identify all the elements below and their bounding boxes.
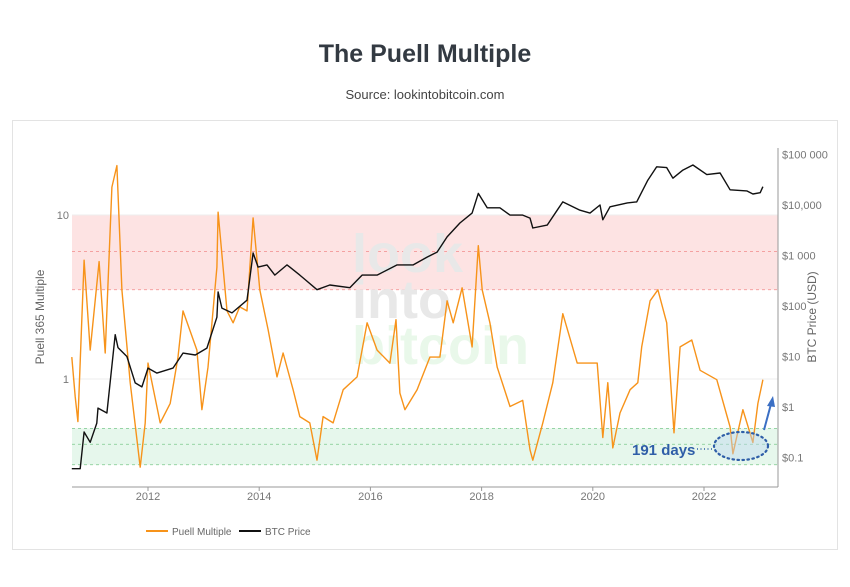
- right-tick-label: $100 000: [782, 150, 828, 162]
- left-axis-label: Puell 365 Multiple: [33, 269, 47, 364]
- x-tick-label: 2014: [247, 491, 271, 503]
- up-arrow-shaft: [763, 403, 772, 431]
- series-line-btc-price: [71, 164, 764, 470]
- chart-title: The Puell Multiple: [318, 40, 532, 68]
- x-tick-label: 2022: [692, 491, 716, 503]
- series-line-puell-multiple: [71, 164, 764, 468]
- legend: Puell Multiple BTC Price: [146, 527, 311, 538]
- x-tick-label: 2020: [581, 491, 605, 503]
- watermark-into: into: [352, 270, 451, 330]
- right-tick-label: $10: [782, 352, 800, 364]
- legend-item-btc-price[interactable]: BTC Price: [239, 527, 311, 538]
- x-tick-label: 2016: [358, 491, 382, 503]
- x-tick-label: 2018: [469, 491, 493, 503]
- left-tick-label: 10: [57, 210, 69, 222]
- left-tick-label: 1: [63, 374, 69, 386]
- right-tick-label: $1 000: [782, 251, 816, 263]
- watermark-look: look: [352, 224, 464, 284]
- legend-item-puell[interactable]: Puell Multiple: [146, 527, 232, 538]
- legend-label-puell: Puell Multiple: [172, 527, 232, 538]
- band-low: [72, 428, 778, 465]
- right-tick-label: $10,000: [782, 200, 822, 212]
- highlight-ellipse: [712, 430, 770, 462]
- legend-label-btc-price: BTC Price: [265, 527, 311, 538]
- chart-source: Source: lookintobitcoin.com: [345, 87, 505, 102]
- annotation-label: 191 days: [632, 442, 695, 459]
- chart-card: [12, 120, 838, 550]
- right-tick-label: $0.1: [782, 453, 803, 465]
- right-tick-label: $1: [782, 402, 794, 414]
- x-tick-label: 2012: [136, 491, 160, 503]
- right-axis-label: BTC Price (USD): [805, 271, 819, 362]
- watermark-bitcoin: bitcoin: [352, 316, 529, 376]
- up-arrow-icon: [767, 396, 775, 407]
- band-high: [72, 215, 778, 290]
- right-tick-label: $100: [782, 301, 806, 313]
- watermark: look into bitcoin: [352, 224, 529, 376]
- annotation: 191 days: [632, 396, 775, 462]
